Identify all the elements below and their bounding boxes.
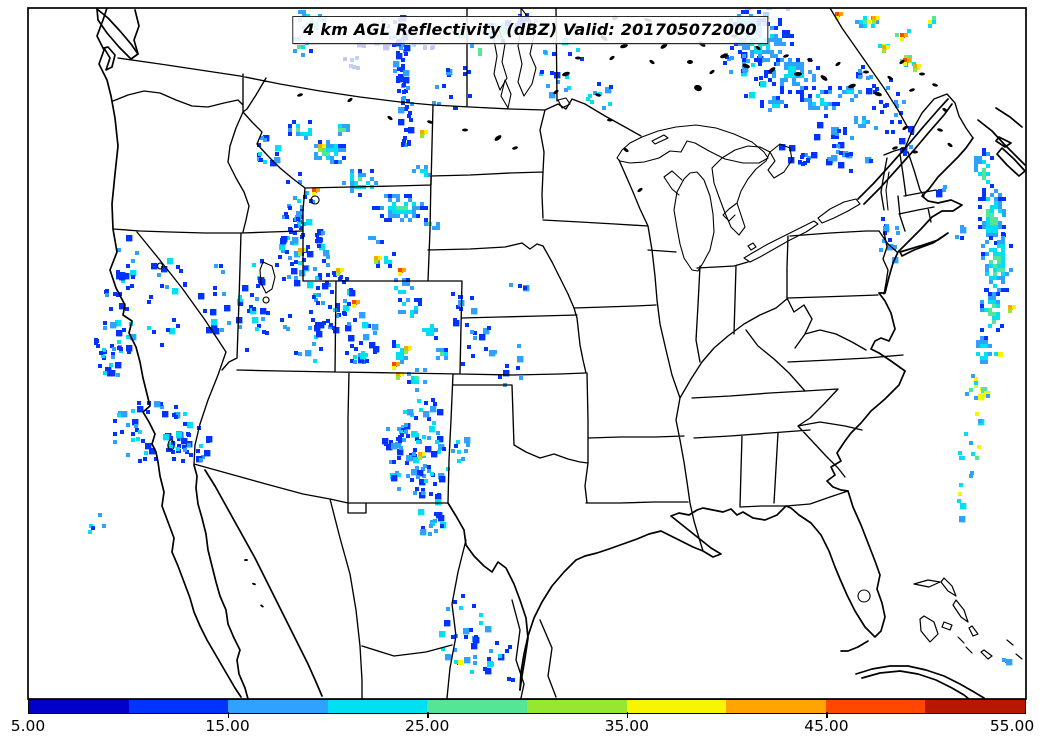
lake-speck — [494, 135, 502, 141]
lake-speck — [512, 146, 518, 150]
state-borders — [112, 8, 974, 699]
colorbar-tick — [826, 712, 828, 718]
colorbar-tick — [626, 712, 629, 718]
lake-speck — [252, 582, 256, 586]
lake-speck — [937, 128, 943, 132]
colorbar-segment-5-10 — [29, 700, 129, 713]
colorbar-tick-label: 55.00 — [989, 717, 1035, 735]
lake-speck — [694, 84, 702, 92]
colorbar-segment-15-20 — [228, 700, 328, 713]
colorbar-tick-label: 5.00 — [10, 717, 46, 735]
lake-speck — [297, 93, 303, 97]
map-title: 4 km AGL Reflectivity (dBZ) Valid: 20170… — [292, 16, 768, 44]
colorbar-tick-label: 25.00 — [405, 717, 450, 735]
lake-speck — [863, 70, 869, 74]
lake-speck — [892, 146, 898, 150]
colorbar-tick — [227, 712, 229, 718]
lake-speck — [807, 58, 813, 62]
colorbar-tick-label: 35.00 — [604, 717, 649, 735]
coastlines — [96, 8, 1026, 699]
lake-speck — [387, 115, 393, 121]
lake-speck — [462, 128, 468, 132]
lake-speck — [783, 54, 789, 58]
lake-speck — [609, 55, 615, 61]
lake-speck — [620, 43, 628, 49]
lake-speck — [244, 559, 248, 561]
lake-speck — [623, 147, 629, 153]
reflectivity-colorbar — [28, 699, 1026, 714]
lake-speck — [909, 88, 915, 92]
islands — [913, 577, 1023, 660]
lake-speck — [932, 83, 938, 87]
lake-speck — [562, 71, 570, 77]
colorbar-segment-25-30 — [427, 700, 527, 713]
lake-speck — [835, 61, 841, 67]
lake-speck — [637, 187, 643, 193]
lake-speck — [899, 59, 905, 65]
lake-speck — [742, 63, 750, 69]
lake-speck — [768, 67, 776, 73]
map-frame — [27, 7, 1027, 700]
radar-echo-layer — [88, 8, 1016, 682]
lake-speck — [607, 118, 613, 122]
colorbar-segment-10-15 — [128, 700, 229, 713]
colorbar-segment-40-45 — [726, 700, 826, 713]
lake-speck — [553, 89, 559, 95]
colorbar-segment-45-50 — [825, 700, 926, 713]
lake-speck — [427, 120, 433, 124]
lake-speck — [820, 75, 828, 81]
lake-speck — [649, 59, 655, 65]
lake-speck — [260, 604, 264, 608]
colorbar-segment-30-35 — [526, 700, 627, 713]
lake-speck — [874, 91, 882, 97]
lake-speck — [687, 60, 693, 64]
lake-speck — [794, 72, 802, 76]
lake-speck — [720, 53, 728, 59]
colorbar-segment-50-55 — [925, 700, 1025, 713]
small-lakes — [244, 15, 953, 608]
colorbar-tick — [427, 712, 429, 718]
lake-speck — [942, 107, 948, 113]
lake-speck — [912, 150, 918, 154]
colorbar-segment-20-25 — [327, 700, 428, 713]
lake-speck — [902, 125, 908, 131]
colorbar-segment-35-40 — [626, 700, 727, 713]
colorbar-tick-label: 15.00 — [205, 717, 250, 735]
lake-speck — [848, 83, 856, 89]
lake-speck — [755, 45, 761, 51]
lake-speck — [595, 93, 601, 97]
lake-speck — [660, 43, 668, 49]
lake-speck — [947, 142, 953, 148]
lake-speck — [347, 97, 353, 103]
lake-speck — [575, 56, 581, 60]
lake-speck — [709, 69, 715, 75]
colorbar-tick-label: 45.00 — [804, 717, 849, 735]
lake-speck — [919, 72, 925, 76]
lake-speck — [887, 75, 893, 81]
map-title-text: 4 km AGL Reflectivity (dBZ) Valid: 20170… — [303, 20, 757, 39]
